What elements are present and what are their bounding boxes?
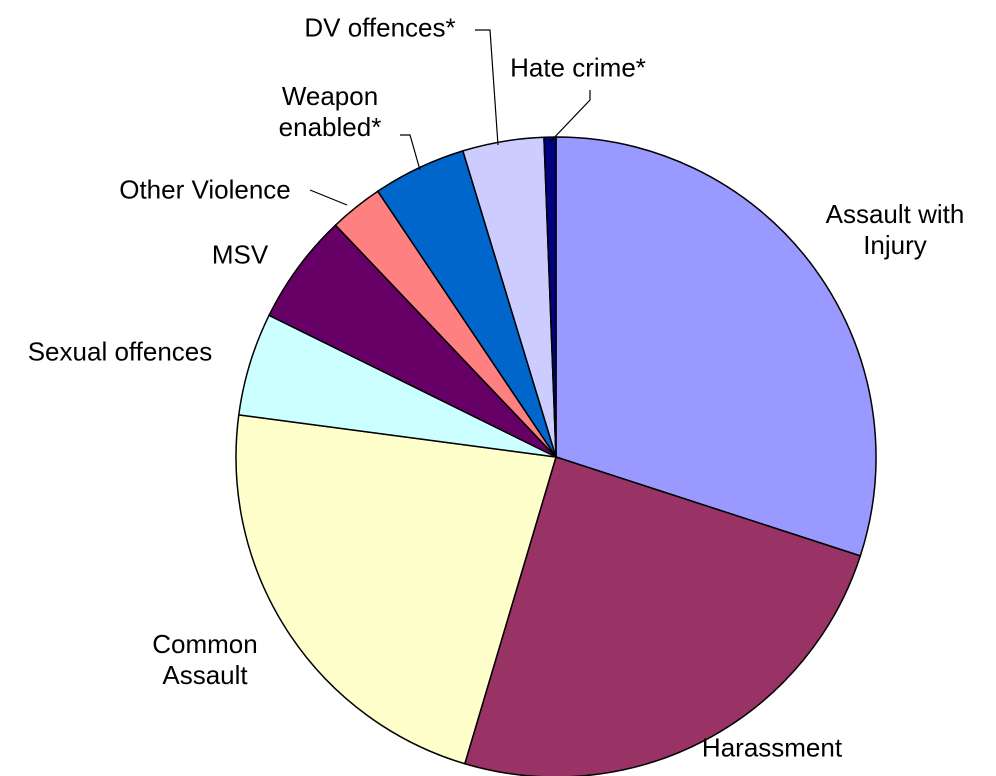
slice-label: DV offences* bbox=[304, 12, 456, 43]
slice-label: Weapon enabled* bbox=[278, 81, 382, 142]
leader-line bbox=[475, 29, 499, 146]
slice-label: Harassment bbox=[701, 732, 843, 763]
leader-line bbox=[400, 134, 421, 171]
slice-label: Sexual offences bbox=[27, 336, 213, 367]
slice-label: Assault with Injury bbox=[825, 199, 965, 260]
pie-slice bbox=[543, 136, 557, 458]
leader-line bbox=[549, 90, 591, 143]
slice-label: MSV bbox=[211, 239, 269, 270]
slice-label: Other Violence bbox=[119, 174, 291, 205]
slice-label: Hate crime* bbox=[510, 52, 646, 83]
slice-label: Common Assault bbox=[152, 629, 258, 690]
leader-line bbox=[309, 189, 348, 206]
pie-slice bbox=[555, 136, 877, 557]
pie-slice bbox=[235, 414, 557, 765]
